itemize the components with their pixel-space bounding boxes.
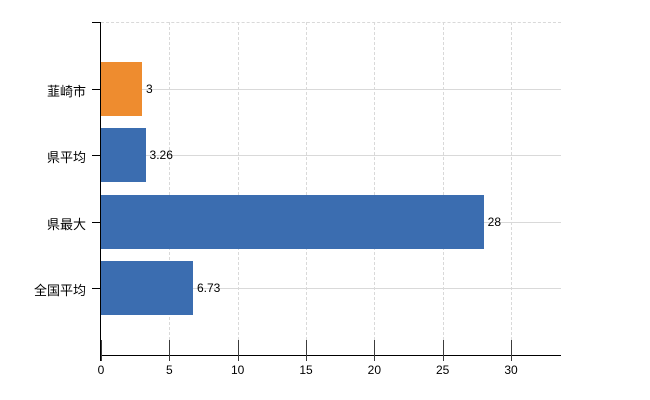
vertical-gridline <box>237 22 239 355</box>
vertical-gridline <box>374 22 376 355</box>
horizontal-gridline <box>101 288 561 290</box>
y-axis-spine-stub <box>100 355 101 361</box>
plot-area: 3 3.26 28 6.73 0 5 10 15 20 25 30 <box>92 22 561 377</box>
x-axis-tick <box>101 340 102 361</box>
category-label: 韮崎市 <box>46 83 86 99</box>
x-axis-tick-label: 25 <box>435 363 450 377</box>
bar-value-label: 28 <box>487 214 502 229</box>
category-label: 県最大 <box>46 216 86 232</box>
bar-県平均 <box>101 128 146 183</box>
x-axis-tick <box>169 340 171 361</box>
vertical-gridline <box>511 22 512 355</box>
y-axis-tick <box>92 221 100 223</box>
vertical-gridline <box>442 22 444 355</box>
horizontal-gridline <box>101 88 561 90</box>
y-axis-tick <box>92 155 100 157</box>
bar-韮崎市 <box>101 61 142 116</box>
horizontal-gridline <box>101 22 561 23</box>
x-axis-tick-label: 30 <box>504 363 518 377</box>
bar-value-label: 3.26 <box>149 148 173 163</box>
bar-県最大 <box>101 194 484 249</box>
bar-value-label: 3 <box>146 81 153 96</box>
vertical-gridline <box>169 22 171 355</box>
x-axis-tick-label: 15 <box>299 363 313 377</box>
x-axis-tick-label: 0 <box>97 363 105 377</box>
y-axis-tick <box>92 88 100 90</box>
bar-value-label: 6.73 <box>196 281 221 296</box>
x-axis-tick-label: 5 <box>165 363 173 377</box>
x-axis-tick <box>374 340 376 361</box>
category-label: 県平均 <box>46 150 86 166</box>
x-axis-tick-label: 20 <box>367 363 382 377</box>
horizontal-gridline <box>101 155 561 157</box>
category-label: 全国平均 <box>33 283 86 299</box>
y-axis-tick <box>92 22 100 23</box>
y-axis-tick <box>92 288 100 290</box>
vertical-gridline <box>306 22 307 355</box>
x-axis-tick <box>237 340 239 361</box>
bar-全国平均 <box>101 261 193 316</box>
x-axis-tick <box>511 340 512 361</box>
x-axis-tick <box>442 340 444 361</box>
x-axis-tick-label: 10 <box>230 363 245 377</box>
x-axis-tick <box>306 340 307 361</box>
